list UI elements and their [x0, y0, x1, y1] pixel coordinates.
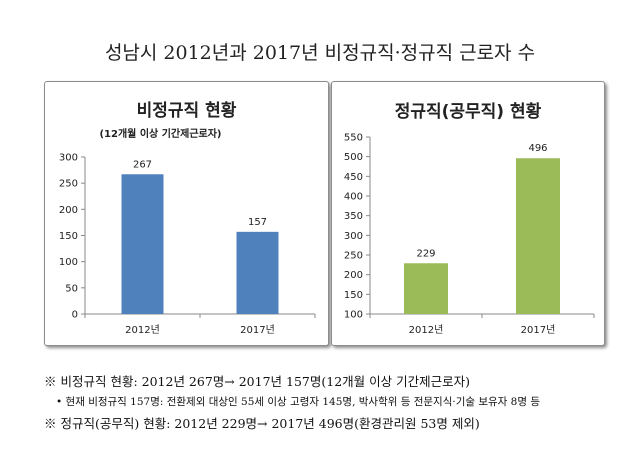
y-tick-label: 300 [59, 153, 78, 164]
y-tick-label: 150 [59, 231, 78, 242]
bar [404, 263, 448, 314]
chart-title: 비정규직 현황 [137, 101, 237, 121]
bar [236, 231, 279, 314]
x-tick-label: 2017년 [240, 324, 275, 336]
y-tick-label: 100 [59, 257, 78, 268]
y-tick-label: 400 [344, 192, 363, 203]
data-label: 229 [416, 248, 435, 259]
x-tick-label: 2012년 [409, 324, 444, 336]
chart-nonregular-svg: 비정규직 현황 (12개월 이상 기간제근로자) 0 50 100 150 200 250 30… [59, 101, 316, 336]
chart-panel-regular: 정규직(공무직) 현황 100 150 200 250 300 350 400 450 500 55… [331, 81, 605, 346]
chart-panel-nonregular: 비정규직 현황 (12개월 이상 기간제근로자) 0 50 100 150 200 250 30… [44, 81, 329, 346]
chart-subtitle: (12개월 이상 기간제근로자) [99, 127, 221, 140]
y-tick-label: 150 [344, 290, 363, 301]
y-tick-label: 350 [344, 211, 363, 222]
bar [516, 158, 560, 314]
y-tick-label: 550 [344, 133, 363, 144]
main-title: 성남시 2012년과 2017년 비정규직·정규직 근로자 수 [104, 42, 536, 64]
chart-regular-svg: 정규직(공무직) 현황 100 150 200 250 300 350 400 450 500 55… [344, 102, 595, 336]
data-label: 157 [248, 217, 267, 228]
y-tick-label: 200 [344, 270, 363, 281]
chart-title: 정규직(공무직) 현황 [395, 102, 542, 122]
data-label: 496 [528, 143, 547, 154]
y-tick-label: 300 [344, 231, 363, 242]
y-tick-label: 200 [59, 205, 78, 216]
note-nonregular: ※ 비정규직 현황: 2012년 267명→ 2017년 157명(12개월 이… [44, 374, 470, 389]
y-tick-label: 500 [344, 152, 363, 163]
note-regular: ※ 정규직(공무직) 현황: 2012년 229명→ 2017년 496명(환경… [44, 416, 480, 431]
x-tick-label: 2012년 [125, 324, 160, 336]
bar [121, 174, 164, 314]
note-current-nonregular: • 현재 비정규직 157명: 전환제외 대상인 55세 이상 고령자 145명… [56, 396, 541, 408]
data-label: 267 [133, 159, 152, 170]
x-tick-label: 2017년 [521, 324, 556, 336]
y-tick-label: 0 [72, 310, 78, 321]
y-tick-label: 250 [344, 251, 363, 262]
y-tick-label: 50 [65, 283, 78, 294]
y-tick-label: 100 [344, 310, 363, 321]
y-tick-label: 450 [344, 172, 363, 183]
y-tick-label: 250 [59, 179, 78, 190]
